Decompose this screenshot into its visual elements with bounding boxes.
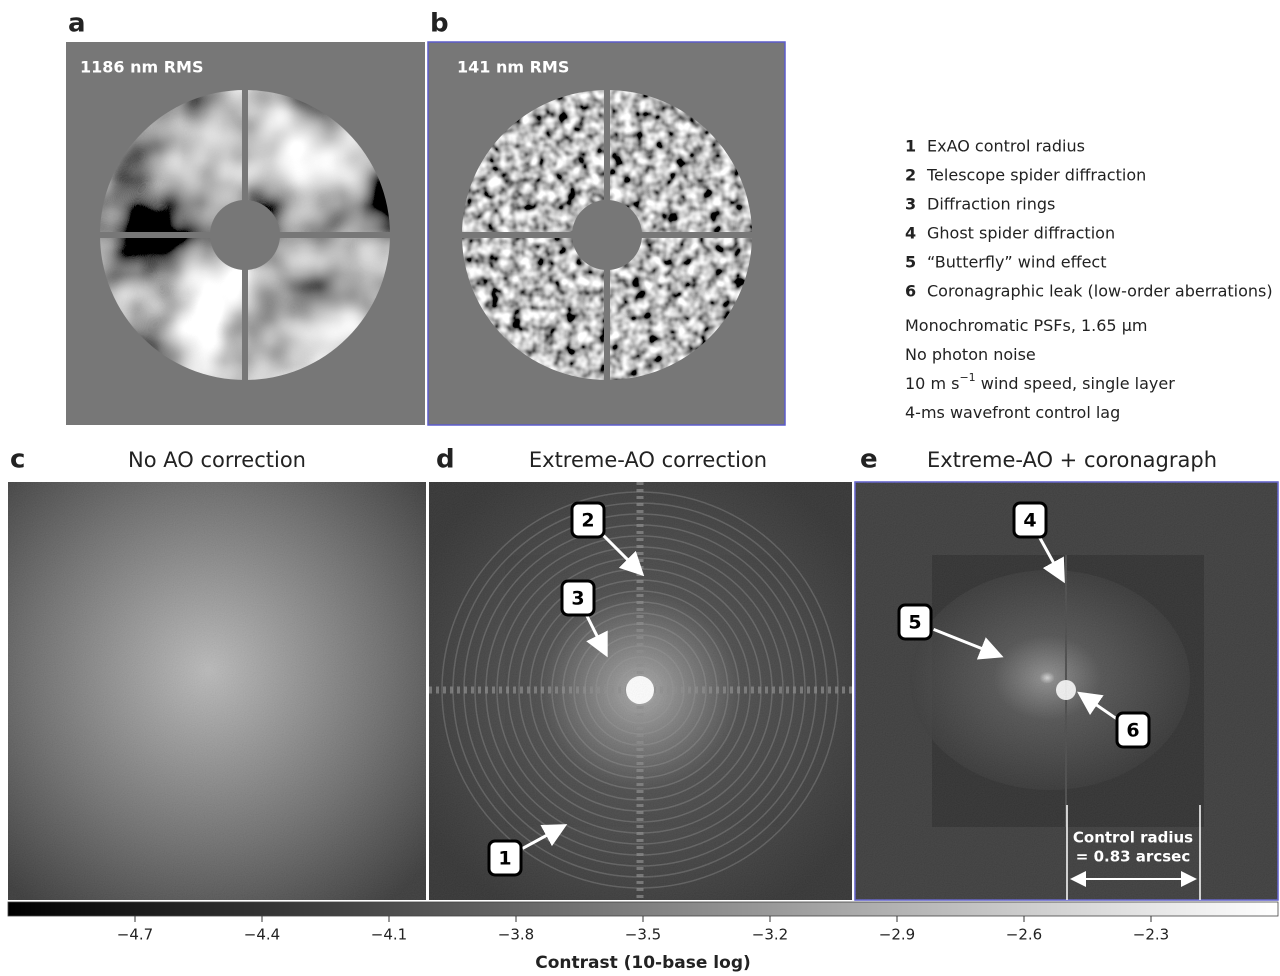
rms-label: 1186 nm RMS xyxy=(80,58,204,77)
noise xyxy=(429,482,852,900)
legend-number: 2 xyxy=(905,166,916,185)
note-part: −1 xyxy=(959,371,975,384)
callout-number: 3 xyxy=(571,588,584,610)
note-part: 10 m s xyxy=(905,374,959,393)
callout-arrow xyxy=(1038,536,1065,584)
note: No photon noise xyxy=(905,345,1036,364)
legend-text: Telescope spider diffraction xyxy=(926,166,1146,185)
legend-number: 5 xyxy=(905,253,916,272)
colorbar xyxy=(7,901,1279,917)
callout-box xyxy=(897,603,933,641)
colorbar-tick-label: −2.6 xyxy=(1006,926,1042,944)
note: 4-ms wavefront control lag xyxy=(905,403,1120,422)
callout-number: 4 xyxy=(1023,510,1036,532)
callout-arrow xyxy=(933,627,1004,660)
panel-letter: b xyxy=(430,9,449,39)
noise xyxy=(8,482,426,900)
legend-text: “Butterfly” wind effect xyxy=(927,253,1107,272)
panel-letter: d xyxy=(436,445,455,475)
legend-number: 3 xyxy=(905,195,916,214)
legend-number: 1 xyxy=(905,137,916,156)
callout-box xyxy=(560,579,596,617)
panel-letter: e xyxy=(860,445,878,475)
colorbar-tick-label: −3.5 xyxy=(625,926,661,944)
legend-text: Diffraction rings xyxy=(927,195,1055,214)
callout-number: 1 xyxy=(498,848,511,870)
rms-label: 141 nm RMS xyxy=(457,58,569,77)
callout-number: 5 xyxy=(908,612,921,634)
colorbar-tick-label: −3.2 xyxy=(752,926,788,944)
callout-box xyxy=(1012,501,1048,539)
control-radius: Control radius xyxy=(1073,829,1193,847)
panel-letter: a xyxy=(68,9,86,39)
callout-box xyxy=(570,501,606,539)
note-part: Monochromatic PSFs, 1.65 µm xyxy=(905,316,1147,335)
legend-text: Coronagraphic leak (low-order aberration… xyxy=(927,282,1273,301)
panel-letter: c xyxy=(10,445,25,475)
colorbar-label: Contrast (10-base log) xyxy=(535,953,751,973)
callout-number: 2 xyxy=(581,510,594,532)
panel-title: No AO correction xyxy=(128,448,306,472)
colorbar-tick-label: −4.4 xyxy=(244,926,280,944)
callout-number: 6 xyxy=(1126,720,1139,742)
callout-box xyxy=(487,839,523,877)
colorbar-tick-label: −2.3 xyxy=(1133,926,1169,944)
colorbar-tick-label: −4.7 xyxy=(117,926,153,944)
note: 10 m s−1 wind speed, single layer xyxy=(905,371,1175,393)
legend-number: 4 xyxy=(905,224,916,243)
radius-bounds xyxy=(1066,805,1201,900)
panel-title: Extreme-AO correction xyxy=(529,448,767,472)
colorbar-tick-label: −3.8 xyxy=(498,926,534,944)
note-part: No photon noise xyxy=(905,345,1036,364)
spiders xyxy=(100,90,390,380)
colorbar-tick-label: −2.9 xyxy=(879,926,915,944)
callout-arrow xyxy=(585,615,608,658)
legend-text: Ghost spider diffraction xyxy=(927,224,1115,243)
note: Monochromatic PSFs, 1.65 µm xyxy=(905,316,1147,335)
control-radius: = 0.83 arcsec xyxy=(1076,848,1190,866)
colorbar-tick-label: −4.1 xyxy=(371,926,407,944)
callout-arrow xyxy=(1077,691,1118,720)
legend-number: 6 xyxy=(905,282,916,301)
callout-box xyxy=(1115,711,1151,749)
legend-text: ExAO control radius xyxy=(927,137,1085,156)
note-part: 4-ms wavefront control lag xyxy=(905,403,1120,422)
note-part: wind speed, single layer xyxy=(976,374,1176,393)
callout-arrow xyxy=(521,824,568,850)
panel-title: Extreme-AO + coronagraph xyxy=(927,448,1217,472)
callout-arrow xyxy=(601,533,645,577)
spiders xyxy=(462,90,752,380)
